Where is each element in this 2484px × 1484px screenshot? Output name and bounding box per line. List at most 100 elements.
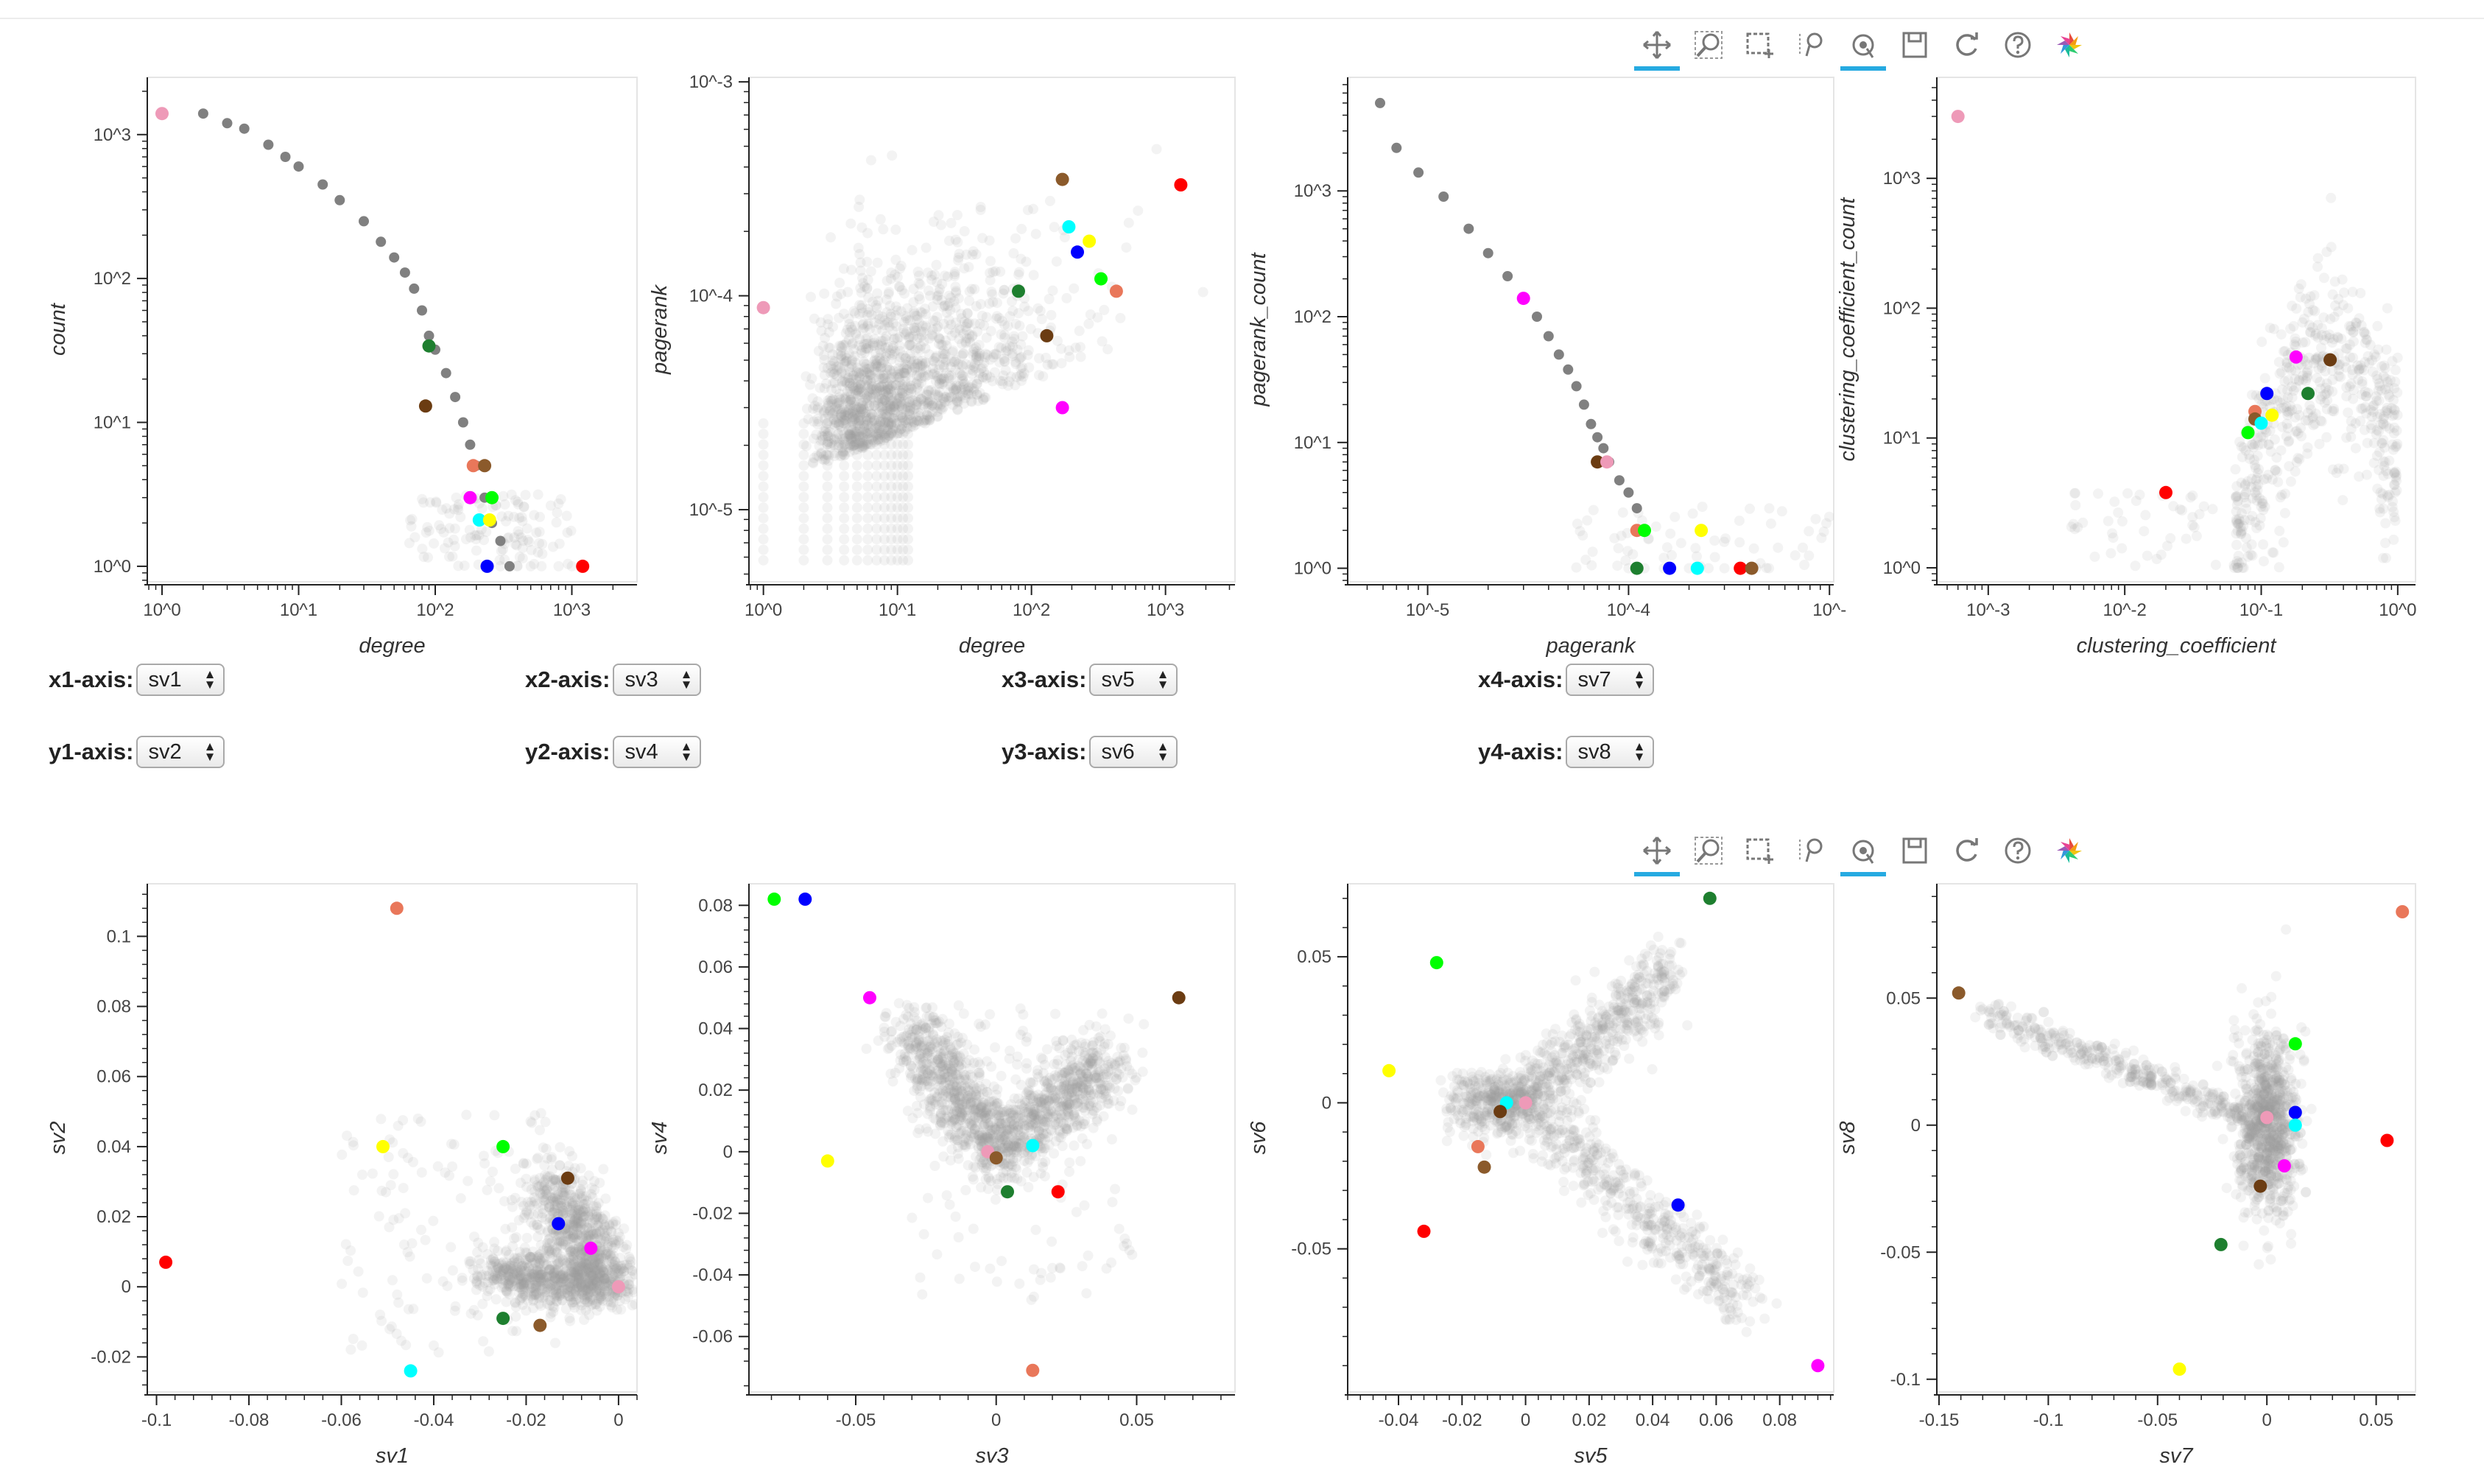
highlight-point[interactable] [1600,455,1614,469]
chart-c5[interactable]: -0.1 -0.08 -0.06 -0.04 -0.02 0-0.0200.020.040… [46,883,641,1468]
box-select-tool[interactable] [1734,19,1786,71]
x4-axis-select[interactable]: sv7 ▲ ▼ [1566,664,1655,696]
highlight-point[interactable] [1591,455,1605,469]
save-tool[interactable] [1889,825,1941,876]
highlight-point[interactable] [1663,561,1677,575]
highlight-point[interactable] [376,1139,390,1153]
highlight-point[interactable] [1745,561,1759,575]
highlight-point[interactable] [1734,561,1748,575]
background-point [865,439,876,450]
chart-c3[interactable]: 10^-5 10^-4 10^-10^010^110^210^3pagerankpa… [1247,77,1846,658]
reset-tool[interactable] [1941,19,1992,71]
highlight-point[interactable] [611,1280,625,1294]
highlight-point[interactable] [584,1241,598,1255]
highlight-point[interactable] [1040,328,1054,342]
highlight-point[interactable] [1062,220,1076,233]
y3-axis-select[interactable]: sv6 ▲ ▼ [1089,736,1178,768]
background-point [999,329,1010,340]
highlight-point[interactable] [478,459,492,473]
y1-axis-select[interactable]: sv2 ▲ ▼ [136,736,225,768]
background-point [539,1180,550,1191]
highlight-point[interactable] [1094,272,1108,286]
highlight-point[interactable] [1630,561,1644,575]
highlight-point[interactable] [1083,234,1097,248]
pan-tool[interactable] [1631,825,1683,876]
highlight-point[interactable] [422,339,436,353]
lasso-tool[interactable] [1786,825,1837,876]
highlight-point[interactable] [1951,110,1965,124]
highlight-point[interactable] [552,1217,566,1231]
background-point [490,1270,501,1281]
highlight-point[interactable] [2289,350,2303,364]
y4-axis-select[interactable]: sv8 ▲ ▼ [1566,736,1655,768]
highlight-point[interactable] [576,559,590,573]
highlight-point[interactable] [2301,387,2315,401]
highlight-point[interactable] [496,1312,510,1326]
chart-c4[interactable]: 10^-3 10^-2 10^-1 10^010^010^110^210^3clust… [1836,77,2417,658]
highlight-point[interactable] [1516,292,1530,306]
highlight-point[interactable] [2254,416,2268,430]
highlight-point[interactable] [480,559,494,573]
highlight-point[interactable] [482,513,496,527]
pan-tool[interactable] [1631,19,1683,71]
highlight-point[interactable] [1174,178,1188,191]
background-point [879,439,890,450]
background-point [2381,344,2392,355]
help-tool[interactable] [1992,19,2044,71]
chart-c2[interactable]: 10^0 10^1 10^2 10^310^-510^-410^-3degreepag… [648,72,1236,658]
background-point [798,439,809,450]
highlight-point[interactable] [533,1318,547,1332]
highlight-point[interactable] [2260,387,2274,401]
background-point [524,1209,534,1220]
x1-axis-select[interactable]: sv1 ▲ ▼ [136,664,225,696]
reset-tool[interactable] [1941,825,1992,876]
highlight-point[interactable] [1055,172,1069,186]
highlight-point[interactable] [496,1139,510,1153]
lasso-tool[interactable] [1786,19,1837,71]
bokeh-logo[interactable] [2044,19,2095,71]
x3-axis-select[interactable]: sv5 ▲ ▼ [1089,664,1178,696]
background-point [523,1287,534,1298]
highlight-point[interactable] [1690,561,1704,575]
highlight-point[interactable] [155,107,169,121]
highlight-point[interactable] [485,490,499,504]
save-tool[interactable] [1889,19,1941,71]
highlight-point[interactable] [1109,284,1123,298]
highlight-point[interactable] [1055,401,1069,415]
highlight-point[interactable] [756,300,770,314]
help-tool[interactable] [1992,825,2044,876]
tap-tool[interactable] [1837,19,1889,71]
background-point [554,1290,565,1301]
y2-axis-select[interactable]: sv4 ▲ ▼ [613,736,702,768]
highlight-point[interactable] [560,1171,574,1185]
wheel-zoom-tool[interactable] [1683,825,1734,876]
box-select-tool[interactable] [1734,825,1786,876]
background-point [876,373,887,384]
x2-axis-select[interactable]: sv3 ▲ ▼ [613,664,702,696]
highlight-point[interactable] [1012,284,1025,298]
background-point [1015,1099,1026,1110]
highlight-point[interactable] [2241,426,2255,440]
background-point [899,363,910,374]
highlight-point[interactable] [2265,408,2279,422]
highlight-point[interactable] [418,399,432,413]
background-point [874,414,884,425]
chart-c6[interactable]: -0.05 0 0.05-0.06-0.04-0.0200.020.040.060.… [648,883,1236,1468]
highlight-point[interactable] [159,1255,173,1269]
highlight-point[interactable] [2159,485,2172,499]
highlight-point[interactable] [463,490,477,504]
chart-c1[interactable]: 10^0 10^1 10^2 10^310^010^110^210^3degreeco… [46,77,638,658]
highlight-point[interactable] [2323,353,2337,367]
wheel-zoom-tool[interactable] [1683,19,1734,71]
bokeh-logo[interactable] [2044,825,2095,876]
tap-tool[interactable] [1837,825,1889,876]
highlight-point[interactable] [1695,524,1709,538]
highlight-point[interactable] [404,1364,418,1378]
highlight-point[interactable] [1071,245,1084,259]
highlight-point[interactable] [1638,524,1651,538]
highlight-point[interactable] [472,513,486,527]
highlight-point[interactable] [466,459,480,473]
background-point [954,1055,965,1066]
highlight-point[interactable] [390,901,404,915]
